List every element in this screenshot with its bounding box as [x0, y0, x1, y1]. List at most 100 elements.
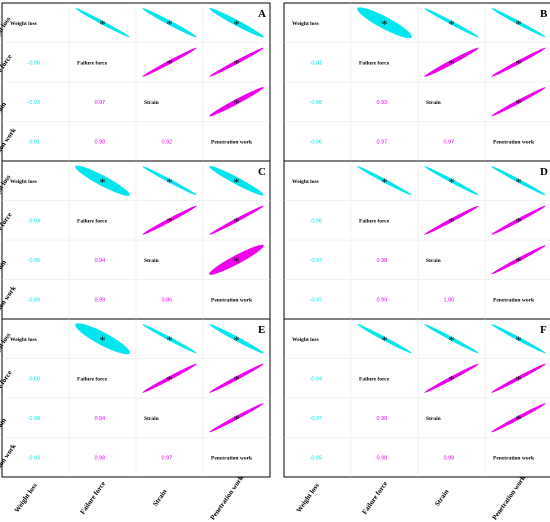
diagonal-label: Failure force [359, 218, 390, 224]
correlation-ellipse [491, 363, 546, 393]
coefficient-label: 1.00 [444, 297, 455, 303]
significance-star: * [449, 214, 455, 228]
diagonal-label: Strain [426, 416, 441, 422]
diagonal-label: Strain [144, 100, 159, 106]
panel-D: Weight loss * * * -0.96 Failure force * * -0.97 0… [283, 160, 550, 320]
diagonal-label: Penetration work [211, 297, 253, 303]
coefficient-label: -0.96 [310, 139, 323, 145]
coefficient-label: 0.93 [377, 100, 388, 106]
diagonal-label: Weight loss [292, 179, 319, 185]
correlation-ellipse [491, 245, 546, 275]
correlation-ellipse [491, 87, 546, 117]
panel-letter: C [258, 166, 266, 178]
diagonal-label: Strain [426, 258, 441, 264]
diagonal-label: Failure force [77, 218, 108, 224]
significance-star: * [516, 254, 522, 268]
significance-star: * [516, 96, 522, 110]
coefficient-label: -0.91 [28, 139, 41, 145]
diagonal-label: Strain [144, 416, 159, 422]
correlation-ellipse [142, 166, 197, 196]
coefficient-label: -0.81 [310, 60, 323, 66]
coefficient-label: -0.94 [310, 376, 323, 382]
panel-letter: E [258, 324, 265, 336]
diagonal-label: Penetration work [211, 139, 253, 145]
diagonal-label: Weight loss [10, 21, 37, 27]
significance-star: * [234, 254, 240, 268]
significance-star: * [382, 175, 388, 189]
correlation-ellipse [209, 87, 264, 117]
correlation-ellipse [491, 166, 546, 196]
correlation-ellipse [209, 244, 264, 275]
coefficient-label: -0.93 [28, 455, 41, 461]
coefficient-label: -0.95 [28, 258, 41, 264]
column-axis-label: Strain [433, 488, 450, 508]
column-axis-label: Weight loss [13, 481, 39, 514]
significance-star: * [234, 214, 240, 228]
panel-letter: A [258, 8, 266, 20]
column-axis-label: Penetration work [209, 474, 246, 522]
significance-star: * [167, 17, 173, 31]
column-axis-label: Failure force [361, 480, 390, 516]
panel-E: Weight loss * * * -0.80 Failure force * * -0.98 0… [0, 318, 271, 522]
coefficient-label: 0.92 [162, 139, 173, 145]
significance-star: * [382, 17, 388, 31]
significance-star: * [167, 333, 173, 347]
coefficient-label: -0.96 [310, 218, 323, 224]
coefficient-label: -0.93 [28, 100, 41, 106]
significance-star: * [234, 333, 240, 347]
coefficient-label: 0.99 [377, 297, 388, 303]
significance-star: * [516, 17, 522, 31]
correlation-ellipse [424, 205, 479, 235]
correlation-ellipse [209, 8, 264, 38]
correlation-ellipse [209, 403, 264, 433]
correlation-ellipse [142, 8, 197, 38]
correlation-ellipse [357, 7, 412, 39]
coefficient-label: 0.98 [95, 455, 106, 461]
coefficient-label: 0.97 [162, 455, 173, 461]
column-axis-label: Failure force [79, 480, 108, 516]
correlation-ellipse [424, 324, 479, 354]
significance-star: * [100, 333, 106, 347]
significance-star: * [516, 372, 522, 386]
significance-star: * [449, 175, 455, 189]
coefficient-label: 0.98 [95, 139, 106, 145]
coefficient-label: 0.98 [377, 455, 388, 461]
significance-star: * [449, 17, 455, 31]
diagonal-label: Strain [426, 100, 441, 106]
column-axis-label: Weight loss [295, 481, 321, 514]
correlation-ellipse [424, 47, 479, 77]
panel-letter: F [540, 324, 547, 336]
significance-star: * [167, 214, 173, 228]
row-axis-label: Strain [0, 101, 8, 121]
significance-star: * [234, 175, 240, 189]
correlation-ellipse [209, 363, 264, 393]
coefficient-label: -0.80 [28, 376, 41, 382]
correlation-ellipse [491, 47, 546, 77]
correlation-ellipse [75, 323, 130, 355]
row-axis-label: Strain [0, 417, 8, 437]
significance-star: * [234, 412, 240, 426]
coefficient-label: -0.84 [28, 218, 41, 224]
row-axis-label: Strain [0, 259, 8, 279]
diagonal-label: Failure force [359, 60, 390, 66]
coefficient-label: 0.97 [444, 139, 455, 145]
diagonal-label: Penetration work [493, 139, 535, 145]
significance-star: * [234, 96, 240, 110]
coefficient-label: -0.95 [310, 455, 323, 461]
correlation-ellipse [209, 165, 264, 196]
significance-star: * [167, 372, 173, 386]
correlation-ellipse [75, 8, 130, 38]
correlation-ellipse [209, 324, 264, 354]
significance-star: * [234, 17, 240, 31]
panel-A: Weight loss * * * -0.96 Failure force * * -0.93 0… [0, 2, 271, 174]
correlation-ellipse [142, 324, 197, 354]
row-axis-label: Penetration work [0, 442, 18, 490]
row-axis-label: Penetration work [0, 284, 18, 332]
correlation-ellipse [424, 363, 479, 393]
significance-star: * [516, 214, 522, 228]
correlation-ellipse [209, 47, 264, 77]
coefficient-label: 0.97 [95, 100, 106, 106]
diagonal-label: Penetration work [211, 455, 253, 461]
panel-letter: B [540, 8, 548, 20]
column-axis-label: Strain [151, 488, 168, 508]
